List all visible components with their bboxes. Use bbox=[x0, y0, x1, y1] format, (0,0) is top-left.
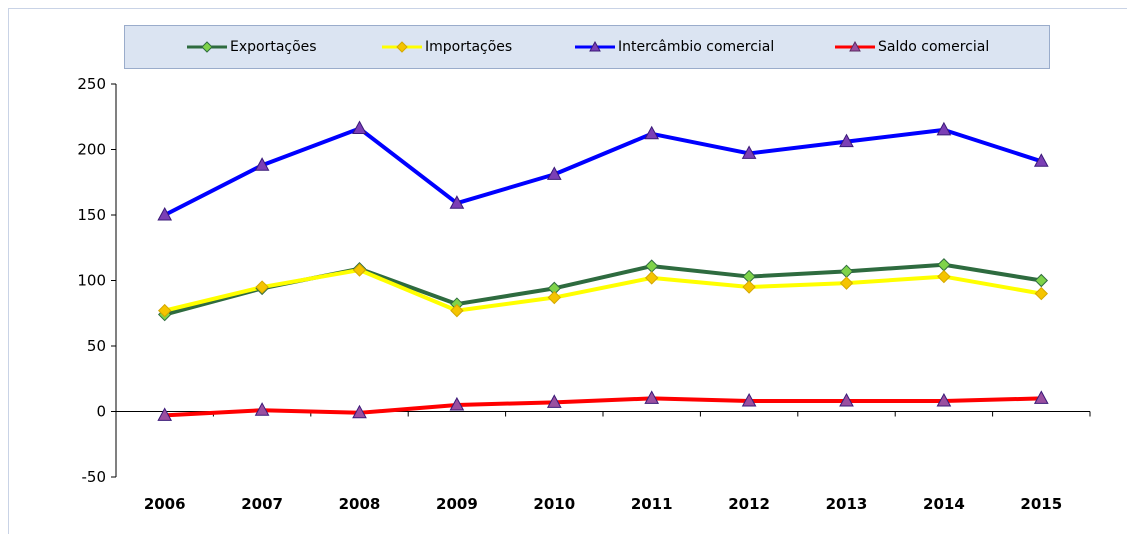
series-line-1 bbox=[164, 268, 1042, 313]
series-point-1 bbox=[547, 290, 562, 305]
series-point-3 bbox=[449, 396, 465, 411]
series-point-2 bbox=[936, 121, 952, 136]
legend-swatch-exportacoes bbox=[187, 41, 227, 53]
series-point-0 bbox=[1034, 273, 1049, 288]
series-point-1 bbox=[1034, 286, 1049, 301]
legend-item-saldo: Saldo comercial bbox=[833, 26, 989, 68]
series-point-2 bbox=[741, 145, 757, 159]
x-tick-label: 2012 bbox=[728, 495, 770, 513]
y-tick-label: 50 bbox=[87, 337, 106, 355]
legend-label-importacoes: Importações bbox=[425, 39, 513, 55]
series-point-2 bbox=[449, 195, 465, 209]
legend-swatch-saldo bbox=[835, 41, 875, 52]
series-point-1 bbox=[644, 271, 659, 285]
series-point-2 bbox=[254, 157, 270, 171]
series-point-1 bbox=[937, 269, 951, 284]
legend-label-saldo: Saldo comercial bbox=[878, 39, 990, 55]
series-point-3 bbox=[546, 394, 562, 408]
series-point-1 bbox=[255, 280, 269, 294]
series-point-2 bbox=[644, 125, 660, 140]
series-line-3 bbox=[164, 396, 1042, 418]
series-point-3 bbox=[936, 392, 952, 407]
x-tick-label: 2009 bbox=[436, 495, 478, 513]
series-point-0 bbox=[839, 264, 854, 279]
legend-item-intercambio: Intercâmbio comercial bbox=[573, 26, 774, 68]
series-point-2 bbox=[839, 133, 854, 148]
y-tick-label: 200 bbox=[77, 141, 106, 159]
series-point-1 bbox=[352, 263, 367, 277]
series-point-0 bbox=[937, 258, 951, 272]
series-point-1 bbox=[450, 303, 464, 318]
legend-label-exportacoes: Exportações bbox=[230, 39, 317, 55]
series-point-3 bbox=[254, 402, 270, 416]
series-point-0 bbox=[644, 259, 659, 273]
x-tick-label: 2008 bbox=[339, 495, 381, 513]
x-tick-label: 2010 bbox=[533, 495, 575, 513]
x-tick-label: 2014 bbox=[923, 495, 965, 513]
y-tick-label: 250 bbox=[77, 75, 106, 93]
series-point-3 bbox=[839, 392, 854, 407]
series-point-3 bbox=[741, 392, 757, 407]
series-point-2 bbox=[352, 120, 367, 135]
y-tick-label: 100 bbox=[77, 272, 106, 290]
series-point-3 bbox=[352, 404, 367, 419]
x-tick-label: 2007 bbox=[241, 495, 283, 513]
y-tick-label: 150 bbox=[77, 206, 106, 224]
series-point-3 bbox=[157, 407, 173, 421]
series-point-2 bbox=[1033, 153, 1049, 167]
legend-label-intercambio: Intercâmbio comercial bbox=[618, 39, 775, 55]
legend-item-importacoes: Importações bbox=[380, 26, 512, 68]
y-tick-label: 0 bbox=[96, 403, 106, 421]
legend-swatch-importacoes bbox=[382, 41, 422, 53]
series-point-1 bbox=[839, 276, 854, 290]
y-tick-label: -50 bbox=[82, 468, 107, 486]
x-tick-label: 2011 bbox=[631, 495, 673, 513]
legend-item-exportacoes: Exportações bbox=[185, 26, 317, 68]
chart-frame bbox=[8, 8, 1127, 534]
chart-legend: Exportações Importações Intercâmbio come… bbox=[124, 25, 1050, 69]
x-tick-label: 2006 bbox=[144, 495, 186, 513]
series-point-3 bbox=[644, 390, 660, 404]
series-point-2 bbox=[157, 206, 173, 221]
series-point-2 bbox=[546, 166, 562, 180]
x-tick-label: 2015 bbox=[1020, 495, 1062, 513]
series-line-2 bbox=[163, 126, 1042, 217]
x-tick-label: 2013 bbox=[826, 495, 868, 513]
legend-swatch-intercambio bbox=[575, 41, 615, 52]
series-point-1 bbox=[157, 303, 172, 318]
series-point-3 bbox=[1033, 390, 1049, 404]
series-point-1 bbox=[742, 280, 756, 294]
